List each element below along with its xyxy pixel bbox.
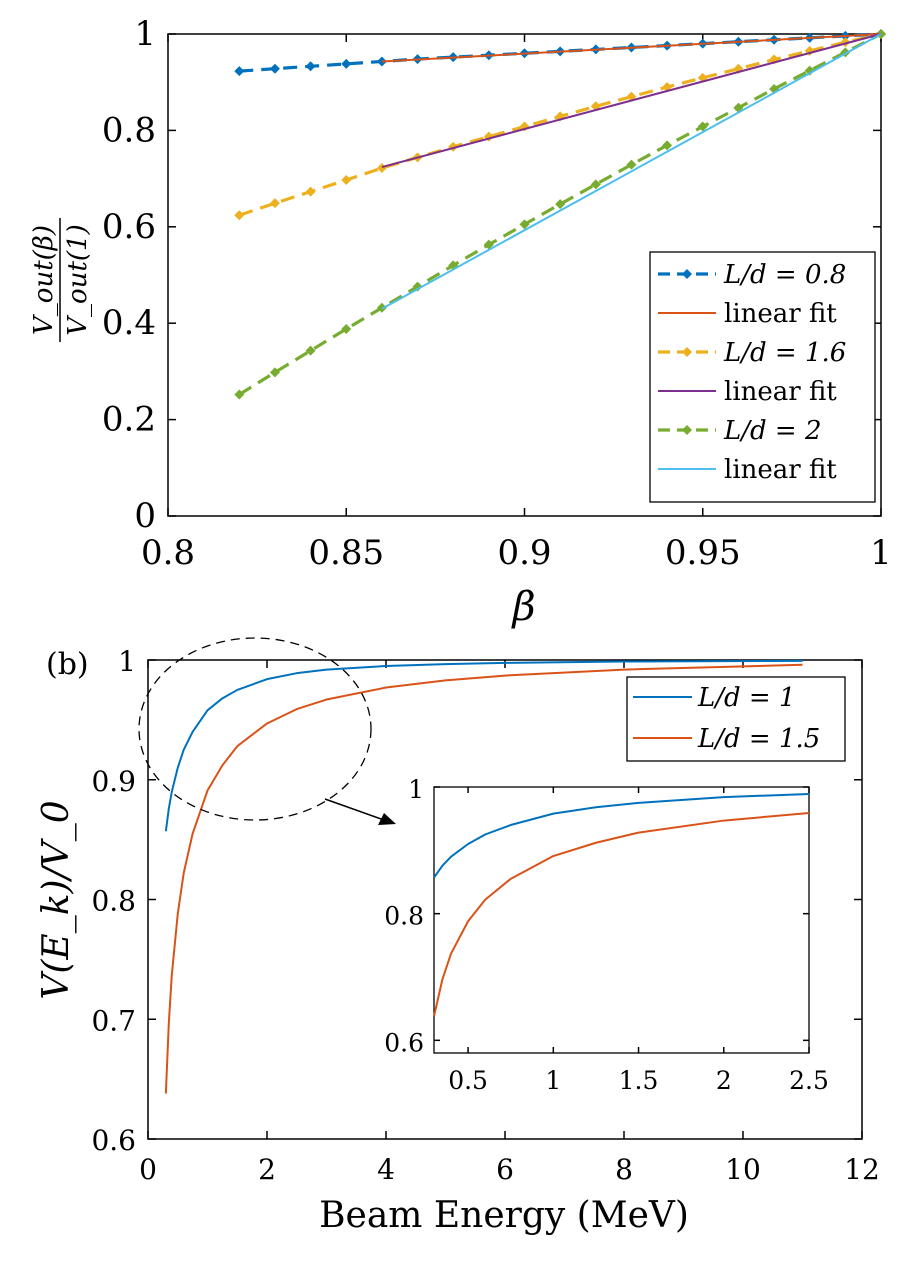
top-data-point bbox=[269, 198, 280, 209]
bottom-series-line-1 bbox=[164, 663, 803, 1094]
top-data-point bbox=[590, 179, 601, 190]
inset-xtick-label: 1.5 bbox=[619, 1066, 659, 1095]
bottom-xtick-label: 2 bbox=[258, 1153, 276, 1186]
top-ytick-label: 0 bbox=[134, 496, 156, 536]
top-xtick-label: 1 bbox=[870, 533, 892, 573]
top-legend-label: L/d = 1.6 bbox=[723, 338, 846, 368]
top-data-point bbox=[305, 345, 316, 356]
top-data-point bbox=[519, 121, 530, 132]
bottom-panel: (b) 0 2 4 6 8 10 120.60.70.80.91 Beam Energy (… bbox=[36, 637, 880, 1236]
top-data-point bbox=[519, 219, 530, 230]
inset-xtick-label: 1 bbox=[545, 1066, 561, 1095]
inset-xtick-label: 2 bbox=[716, 1066, 732, 1095]
top-ytick-label: 0.2 bbox=[102, 400, 156, 440]
top-ylabel-denominator: V_out(1) bbox=[63, 224, 93, 335]
top-xtick-label: 0.8 bbox=[141, 533, 195, 573]
top-ticks: 0.8 0.85 0.9 0.95 1 0 0.2 0.4 0.6 0.8 1 bbox=[102, 14, 892, 573]
bottom-ytick-label: 1 bbox=[118, 645, 136, 678]
top-ylabel: V_out(β) V_out(1) bbox=[29, 218, 93, 342]
top-data-point bbox=[483, 239, 494, 250]
top-legend-label: L/d = 0.8 bbox=[723, 260, 846, 290]
panel-label-b: (b) bbox=[46, 647, 89, 682]
inset-xtick-label: 0.5 bbox=[448, 1066, 488, 1095]
bottom-ytick-label: 0.9 bbox=[91, 765, 136, 798]
bottom-xlabel: Beam Energy (MeV) bbox=[319, 1195, 689, 1236]
top-ytick-label: 1 bbox=[134, 14, 156, 54]
top-data-point bbox=[234, 210, 245, 221]
bottom-legend: L/d = 1 L/d = 1.5 bbox=[626, 676, 846, 762]
inset-series bbox=[433, 792, 810, 1017]
top-legend-label: linear fit bbox=[724, 377, 837, 407]
top-fit-line-1 bbox=[381, 33, 882, 63]
inset-ytick-label: 1 bbox=[408, 775, 424, 804]
top-panel: 0.8 0.85 0.9 0.95 1 0 0.2 0.4 0.6 0.8 1 β V_out(β)… bbox=[29, 14, 892, 630]
zoom-arrow-line bbox=[324, 798, 385, 821]
bottom-series bbox=[164, 659, 803, 1094]
bottom-xtick-label: 4 bbox=[377, 1153, 395, 1186]
bottom-ytick-label: 0.7 bbox=[91, 1004, 136, 1037]
top-legend: L/d = 0.8 linear fit L/d = 1.6 linear fit L/… bbox=[649, 251, 876, 503]
top-data-point bbox=[341, 323, 352, 334]
bottom-legend-label: L/d = 1.5 bbox=[697, 724, 820, 754]
top-data-point bbox=[269, 367, 280, 378]
inset-ytick-label: 0.8 bbox=[384, 902, 424, 931]
inset-series-line-0 bbox=[433, 792, 810, 879]
inset-ticks: 0.5 1 1.5 2 2.5 0.6 0.8 1 bbox=[384, 775, 829, 1095]
top-legend-label: linear fit bbox=[724, 299, 837, 329]
inset-series-line-1 bbox=[433, 811, 810, 1017]
top-xtick-label: 0.85 bbox=[308, 533, 384, 573]
top-xtick-label: 0.95 bbox=[665, 533, 741, 573]
bottom-xtick-label: 10 bbox=[725, 1153, 761, 1186]
bottom-xtick-label: 8 bbox=[615, 1153, 633, 1186]
top-data-point bbox=[804, 65, 815, 76]
top-legend-marker bbox=[682, 425, 692, 435]
inset-plot: 0.5 1 1.5 2 2.5 0.6 0.8 1 bbox=[384, 775, 829, 1095]
bottom-series-line-0 bbox=[164, 659, 803, 832]
top-xlabel: β bbox=[510, 584, 535, 630]
top-legend-marker bbox=[682, 269, 692, 279]
bottom-ylabel: V(E_k)/V_0 bbox=[36, 800, 77, 999]
bottom-xtick-label: 0 bbox=[139, 1153, 157, 1186]
top-ytick-label: 0.6 bbox=[102, 207, 156, 247]
inset-ytick-label: 0.6 bbox=[384, 1028, 424, 1057]
zoom-arrow-head bbox=[378, 813, 396, 825]
top-ytick-label: 0.8 bbox=[102, 110, 156, 150]
top-data-point bbox=[234, 389, 245, 400]
inset-plot-frame bbox=[433, 786, 810, 1054]
top-data-point bbox=[341, 175, 352, 186]
top-data-point bbox=[305, 61, 316, 72]
top-legend-box bbox=[649, 251, 876, 503]
top-ytick-label: 0.4 bbox=[102, 303, 156, 343]
bottom-ticks: 0 2 4 6 8 10 120.60.70.80.91 bbox=[91, 645, 879, 1186]
bottom-ytick-label: 0.8 bbox=[91, 885, 136, 918]
top-data-point bbox=[662, 140, 673, 151]
top-series bbox=[234, 29, 886, 400]
top-data-point bbox=[305, 186, 316, 197]
top-data-point bbox=[412, 281, 423, 292]
top-legend-label: linear fit bbox=[724, 455, 837, 485]
top-data-point bbox=[555, 199, 566, 210]
top-data-point bbox=[341, 58, 352, 69]
bottom-legend-label: L/d = 1 bbox=[697, 683, 796, 713]
bottom-legend-items: L/d = 1 L/d = 1.5 bbox=[633, 683, 820, 754]
top-fit-line-3 bbox=[381, 33, 882, 168]
top-ylabel-numerator: V_out(β) bbox=[29, 225, 59, 335]
top-legend-marker bbox=[682, 347, 692, 357]
bottom-xtick-label: 12 bbox=[844, 1153, 880, 1186]
top-data-point bbox=[697, 121, 708, 132]
zoom-ellipse bbox=[138, 637, 372, 821]
bottom-xtick-label: 6 bbox=[496, 1153, 514, 1186]
top-fit-line-5 bbox=[381, 33, 882, 310]
top-legend-label: L/d = 2 bbox=[723, 416, 822, 446]
bottom-ytick-label: 0.6 bbox=[91, 1124, 136, 1157]
top-data-point bbox=[234, 66, 245, 77]
top-legend-items: L/d = 0.8 linear fit L/d = 1.6 linear fit L/… bbox=[658, 260, 846, 485]
top-data-point bbox=[626, 159, 637, 170]
top-xtick-label: 0.9 bbox=[497, 533, 551, 573]
bottom-legend-box bbox=[626, 676, 846, 762]
inset-xtick-label: 2.5 bbox=[789, 1066, 829, 1095]
top-data-point bbox=[269, 63, 280, 74]
